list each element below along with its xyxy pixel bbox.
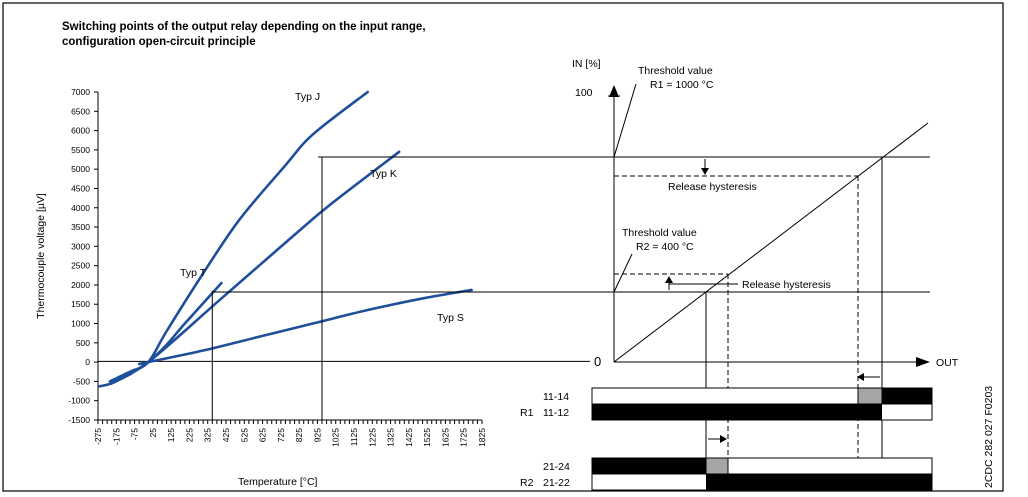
relay-r1-bottom-contact: 11-12: [543, 407, 569, 419]
x-tick-label: -175: [111, 428, 121, 445]
y-tick-label: 1000: [71, 319, 90, 329]
y-axis-arrow-icon: [609, 85, 619, 97]
right-origin-label: 0: [594, 354, 601, 369]
left-y-axis-label: Thermocouple voltage [µV]: [35, 193, 47, 319]
hysteresis-r2-label: Release hysteresis: [742, 279, 831, 291]
y-tick-label: 1500: [71, 299, 90, 309]
characteristic-line: [613, 122, 929, 363]
y-tick-label: 2000: [71, 280, 90, 290]
relay-r1-name: R1: [520, 407, 534, 419]
x-tick-label: 1525: [422, 428, 432, 447]
arrow-up-icon: [665, 276, 673, 283]
x-tick-label: -275: [93, 428, 103, 445]
relay-r2-top-contact: 21-24: [543, 461, 570, 473]
y-tick-label: 5500: [71, 145, 90, 155]
x-tick-label: 725: [276, 428, 286, 442]
threshold-r1-line1: Threshold value: [638, 65, 713, 77]
curve-typ-j: [108, 90, 370, 383]
x-tick-label: 625: [258, 428, 268, 442]
document-code: 2CDC 282 027 F0203: [983, 386, 995, 488]
threshold-r1-line2: R1 = 1000 °C: [650, 79, 714, 91]
title-line-2: configuration open-circuit principle: [62, 36, 256, 48]
x-tick-label: -75: [130, 428, 140, 441]
x-axis-arrow-icon: [916, 357, 930, 367]
x-tick-label: 1325: [386, 428, 396, 447]
r1-11-12-active: [592, 404, 882, 420]
x-tick-label: 225: [184, 428, 194, 442]
reference-lines: [211, 157, 323, 420]
right-y-top-value: 100: [575, 87, 593, 99]
curve-typ-s: [137, 288, 473, 366]
r2-21-24-active: [592, 458, 706, 474]
y-tick-label: 7000: [71, 87, 90, 97]
y-tick-label: 4500: [71, 183, 90, 193]
y-tick-label: -500: [73, 376, 90, 386]
x-tick-label: 1025: [331, 428, 341, 447]
label-typ-s: Typ S: [437, 312, 464, 324]
x-tick-label: 325: [203, 428, 213, 442]
arrow-down-icon: [701, 168, 709, 175]
right-y-axis-label: IN [%]: [572, 58, 601, 70]
label-typ-j: Typ J: [295, 91, 320, 103]
y-tick-label: 3000: [71, 241, 90, 251]
x-tick-label: 1425: [404, 428, 414, 447]
y-tick-label: 0: [85, 357, 90, 367]
label-typ-t: Typ T: [180, 267, 207, 279]
x-tick-label: 1225: [367, 428, 377, 447]
x-tick-label: 425: [221, 428, 231, 442]
x-tick-label: 1125: [349, 428, 359, 447]
x-tick-label: 925: [312, 428, 322, 442]
threshold-r2-leader: [613, 253, 633, 293]
relay-characteristic-chart: IN [%] 100 0 OUT Release hysteresis Rele…: [212, 58, 959, 486]
y-tick-label: 2500: [71, 261, 90, 271]
x-tick-label: 1825: [477, 428, 487, 447]
left-y-ticks: -1500 -1000 -500 0 500 1000 1500 2000 2500 3000 35…: [68, 87, 98, 425]
y-tick-label: 6000: [71, 126, 90, 136]
r1-11-14-active: [882, 388, 932, 404]
title-line-1: Switching points of the output relay dep…: [62, 21, 426, 33]
x-tick-label: 825: [294, 428, 304, 442]
x-tick-label: 1625: [440, 428, 450, 447]
x-tick-label: 1725: [459, 428, 469, 447]
y-tick-label: 6500: [71, 106, 90, 116]
relay-state-bars: R1 11-14 11-12 R2 21-24 21-22: [520, 387, 933, 491]
relay-r2-bottom-contact: 21-22: [543, 477, 570, 489]
arrow-left-icon: [857, 373, 864, 381]
y-tick-label: 3500: [71, 222, 90, 232]
thermocouple-curves: [97, 90, 473, 388]
figure-frame: [2, 2, 1004, 492]
hysteresis-r1-label: Release hysteresis: [668, 181, 757, 193]
thermocouple-chart: -1500 -1000 -500 0 500 1000 1500 2000 2500 3000 35…: [35, 87, 590, 488]
x-tick-label: 525: [239, 428, 249, 442]
x-tick-label: 125: [166, 428, 176, 442]
threshold-r2-line2: R2 = 400 °C: [636, 241, 694, 253]
left-x-ticks: -275 -175 -75 25 125 225 325 425 525 625 725 825 925…: [93, 420, 487, 447]
threshold-r2-line1: Threshold value: [622, 227, 697, 239]
relay-r2-name: R2: [520, 477, 534, 489]
relay-r1-top-contact: 11-14: [543, 391, 569, 403]
curve-typ-t: [97, 281, 223, 388]
arrow-right-icon: [720, 435, 727, 443]
curve-typ-k: [110, 150, 401, 385]
r2-21-24-hysteresis: [705, 457, 729, 475]
y-tick-label: 5000: [71, 164, 90, 174]
left-x-axis-label: Temperature [°C]: [238, 476, 318, 488]
x-tick-label: 25: [148, 428, 158, 438]
r1-11-14-hysteresis: [857, 387, 883, 405]
y-tick-label: -1000: [68, 396, 90, 406]
y-tick-label: 4000: [71, 203, 90, 213]
r2-21-22-active: [706, 474, 932, 490]
label-typ-k: Typ K: [370, 168, 397, 180]
y-tick-label: 500: [76, 338, 90, 348]
y-tick-label: -1500: [68, 415, 90, 425]
threshold-r1-leader: [613, 83, 637, 158]
right-x-axis-label: OUT: [936, 357, 959, 369]
